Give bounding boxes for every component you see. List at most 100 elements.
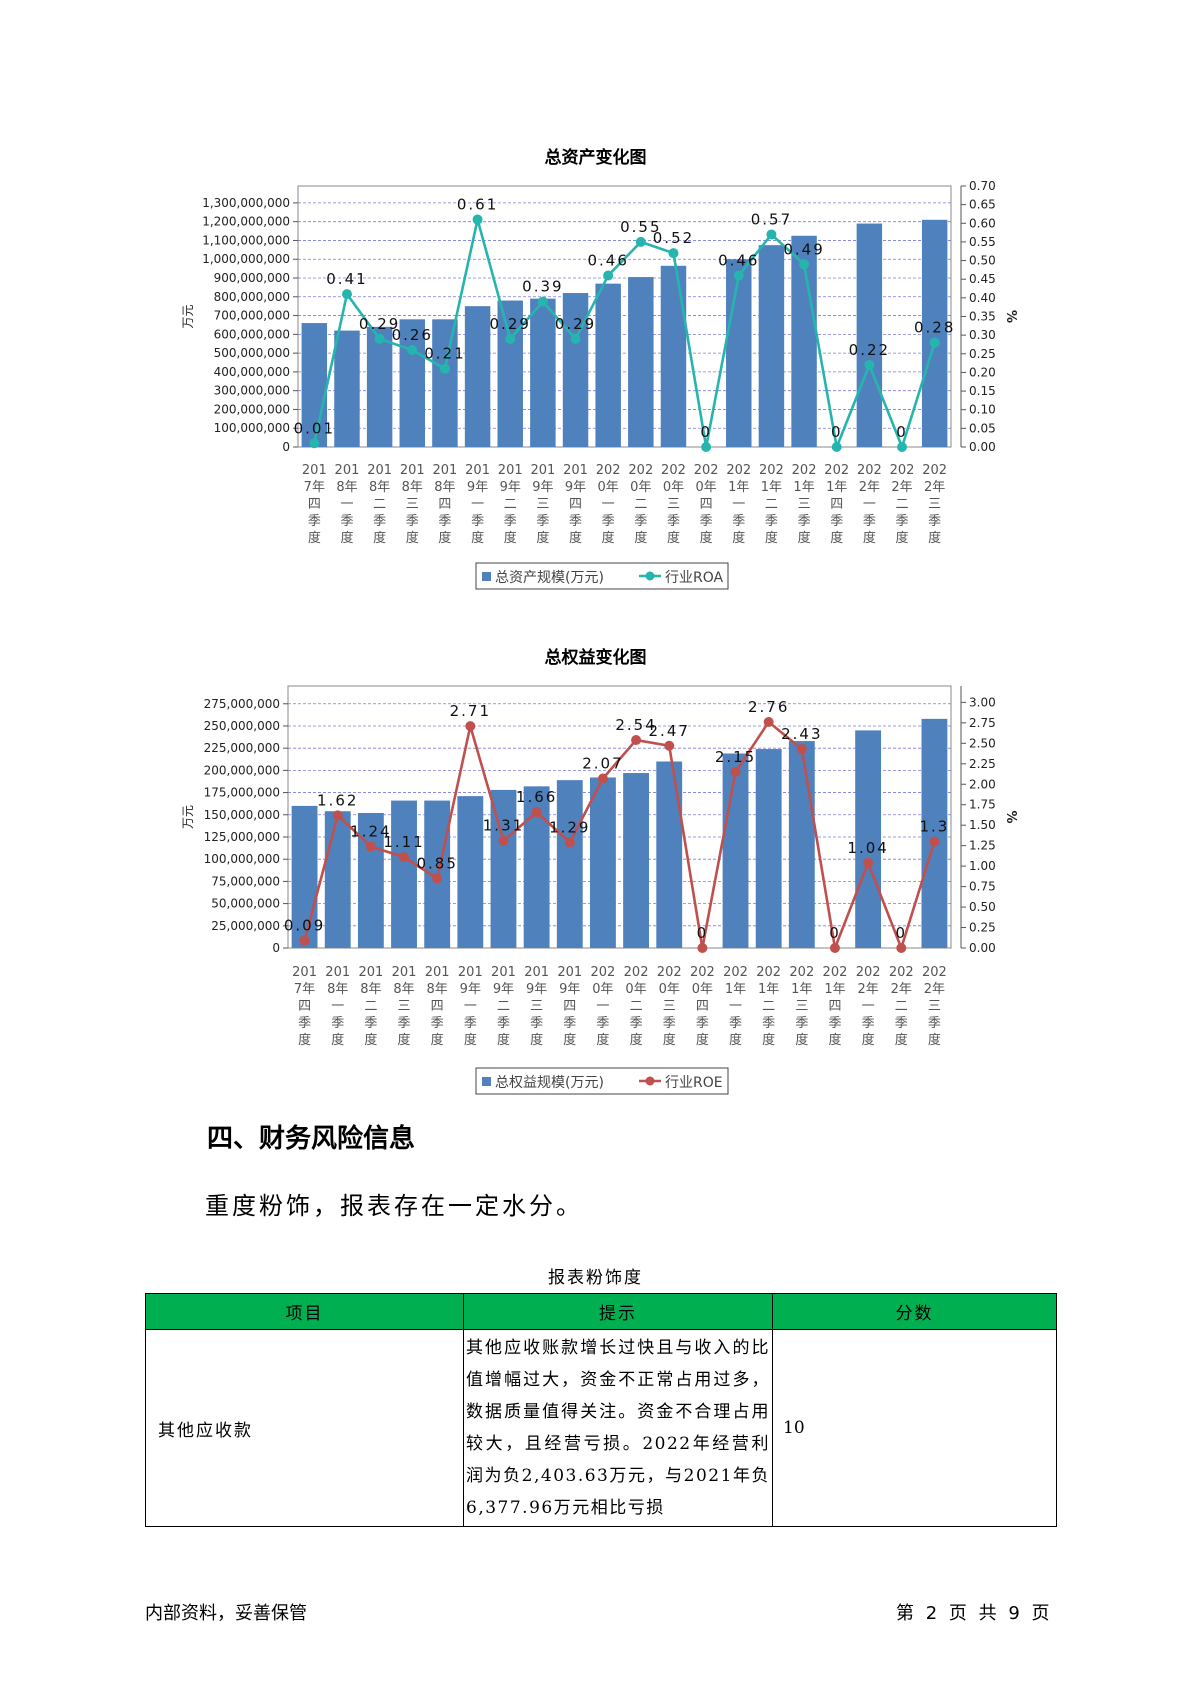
bar <box>497 300 523 447</box>
left-tick-label: 275,000,000 <box>204 697 280 711</box>
category-label: 201 <box>465 463 490 478</box>
point-label: 1.31 <box>483 817 524 835</box>
point-label: 2.71 <box>450 702 491 720</box>
right-tick-label: 0.05 <box>969 421 996 435</box>
category-label: 8年 <box>369 480 390 495</box>
bar <box>366 326 393 447</box>
line-point <box>432 873 443 884</box>
table-row: 其他应收款 其他应收账款增长过快且与收入的比值增幅过大，资金不正常占用过多，数据… <box>145 1329 1057 1527</box>
bar <box>291 805 318 948</box>
right-tick-label: 0.50 <box>969 254 996 268</box>
point-label: 0.29 <box>555 315 596 333</box>
category-label: 度 <box>798 530 811 546</box>
line-point <box>537 296 548 307</box>
category-label: 一 <box>862 999 875 1014</box>
category-label: 季 <box>700 514 713 529</box>
category-label: 201 <box>400 463 425 478</box>
category-label: 度 <box>762 1032 775 1048</box>
left-tick-label: 600,000,000 <box>214 327 290 341</box>
category-label: 度 <box>896 530 909 546</box>
category-label: 二 <box>630 999 643 1014</box>
category-label: 二 <box>896 497 909 512</box>
category-label: 9年 <box>565 480 586 495</box>
left-tick-label: 300,000,000 <box>214 384 290 398</box>
point-label: 0.39 <box>522 278 563 296</box>
left-tick-label: 800,000,000 <box>214 290 290 304</box>
category-label: 201 <box>498 463 523 478</box>
bar <box>758 245 785 447</box>
category-label: 度 <box>569 530 582 546</box>
category-label: 三 <box>798 497 811 512</box>
category-label: 三 <box>536 497 549 512</box>
category-label: 202 <box>591 965 616 980</box>
point-label: 2.54 <box>615 716 656 734</box>
point-label: 1.66 <box>516 788 557 806</box>
right-tick-label: 3.00 <box>969 695 996 709</box>
legend-bar-label: 总资产规模(万元) <box>495 570 604 586</box>
category-label: 度 <box>504 530 517 546</box>
category-label: 三 <box>663 999 676 1014</box>
category-label: 季 <box>373 514 386 529</box>
category-label: 一 <box>863 497 876 512</box>
category-label: 1年 <box>791 982 812 997</box>
category-label: 一 <box>732 497 745 512</box>
category-label: 202 <box>661 463 686 478</box>
category-label: 季 <box>798 514 811 529</box>
point-label: 1.3 <box>919 818 949 836</box>
bar <box>589 777 616 948</box>
left-tick-label: 500,000,000 <box>214 346 290 360</box>
bar <box>399 319 426 447</box>
bar <box>556 780 583 948</box>
category-label: 度 <box>696 1032 709 1048</box>
category-label: 1年 <box>824 982 845 997</box>
category-label: 202 <box>856 965 881 980</box>
line-point <box>733 270 744 281</box>
category-label: 度 <box>634 530 647 546</box>
category-label: 202 <box>789 965 814 980</box>
line-point <box>635 236 646 247</box>
category-label: 度 <box>765 530 778 546</box>
category-label: 201 <box>491 965 516 980</box>
category-label: 度 <box>331 1032 344 1048</box>
left-tick-label: 100,000,000 <box>204 852 280 866</box>
right-tick-label: 1.00 <box>969 859 996 873</box>
category-label: 季 <box>630 1016 643 1031</box>
table-caption: 报表粉饰度 <box>548 1268 643 1288</box>
line-point <box>763 717 774 728</box>
line-point <box>697 943 708 953</box>
category-label: 四 <box>828 999 841 1014</box>
line-point <box>332 810 343 821</box>
legend-line-label: 行业ROA <box>665 570 724 586</box>
point-label: 0 <box>896 924 908 942</box>
left-tick-label: 150,000,000 <box>204 808 280 822</box>
line-point <box>864 359 875 370</box>
category-label: 季 <box>729 1016 742 1031</box>
line-point <box>472 214 483 225</box>
point-label: 0.09 <box>284 917 325 935</box>
category-label: 季 <box>895 1016 908 1031</box>
category-label: 二 <box>497 999 510 1014</box>
right-tick-label: 0.00 <box>969 941 996 955</box>
category-label: 二 <box>895 999 908 1014</box>
category-label: 三 <box>667 497 680 512</box>
left-tick-label: 0 <box>272 941 280 955</box>
chart-1-title: 总资产变化图 <box>544 148 647 168</box>
category-label: 度 <box>406 530 419 546</box>
line-point <box>766 229 777 240</box>
left-tick-label: 100,000,000 <box>214 421 290 435</box>
category-label: 202 <box>759 463 784 478</box>
header-hint: 提示 <box>463 1293 773 1330</box>
category-label: 季 <box>364 1016 377 1031</box>
left-tick-label: 1,200,000,000 <box>202 215 290 229</box>
bar <box>530 298 556 447</box>
category-label: 季 <box>331 1016 344 1031</box>
category-label: 度 <box>464 1032 477 1048</box>
category-label: 201 <box>557 965 582 980</box>
bar <box>562 293 589 447</box>
line-point <box>603 270 614 281</box>
bar <box>788 741 815 948</box>
section-body: 重度粉饰，报表存在一定水分。 <box>205 1192 583 1220</box>
line-point <box>498 835 509 846</box>
category-label: 201 <box>325 965 350 980</box>
left-tick-label: 400,000,000 <box>214 365 290 379</box>
